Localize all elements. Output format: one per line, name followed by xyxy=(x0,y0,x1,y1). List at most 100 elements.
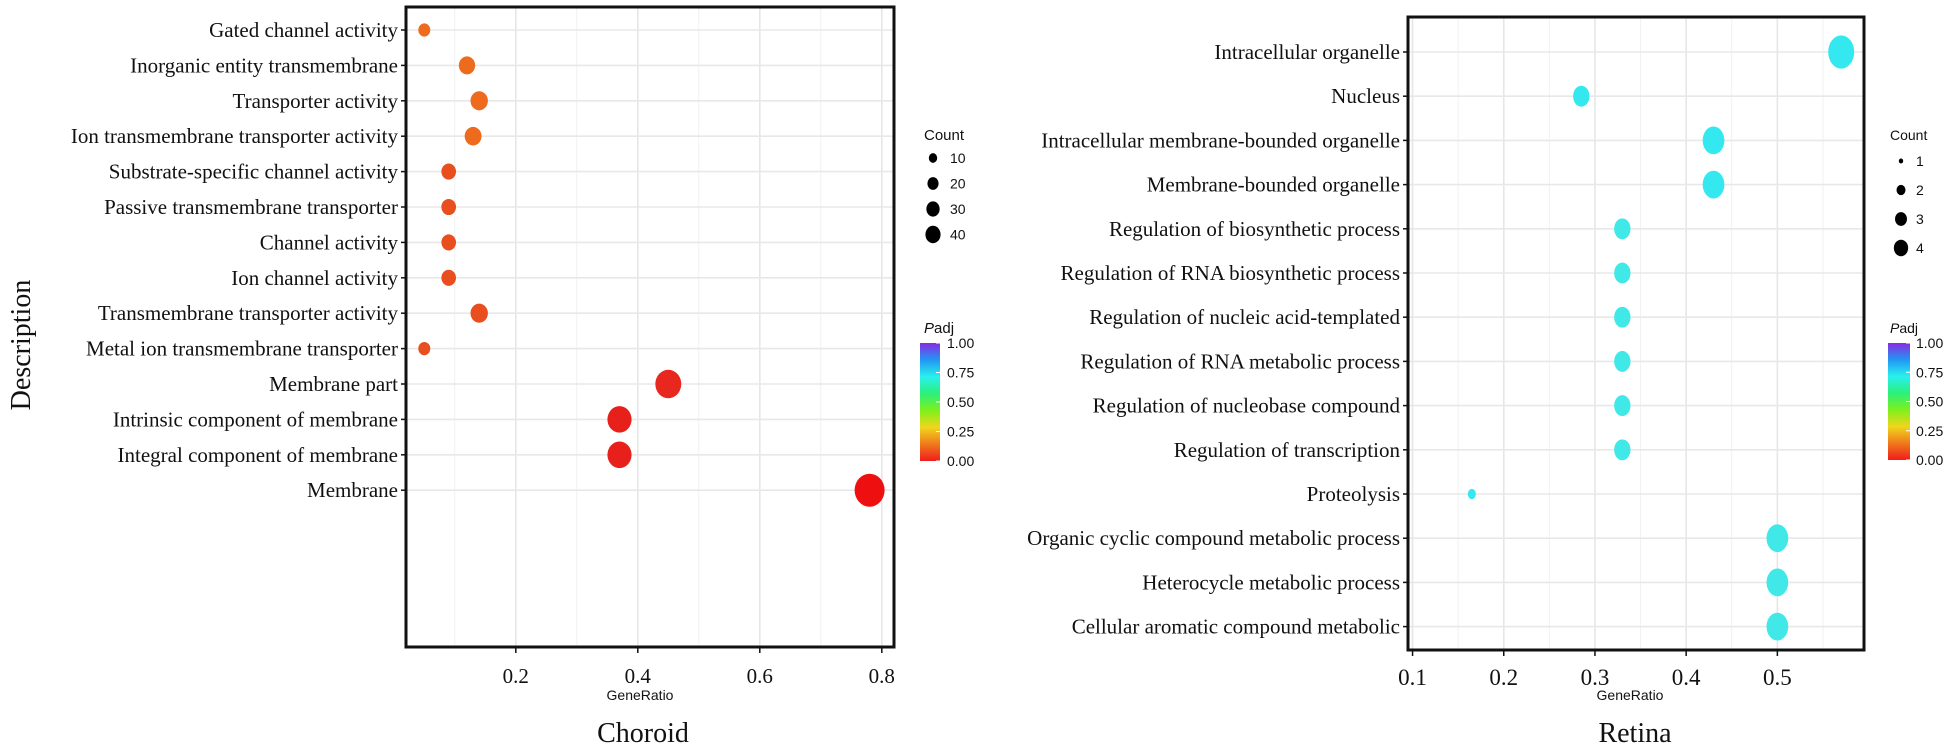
choroid-padj-legend-label: 0.00 xyxy=(947,453,974,469)
choroid-category-label: Ion transmembrane transporter activity xyxy=(71,124,399,148)
retina-dots xyxy=(1467,35,1855,641)
retina-category-labels: Intracellular organelle Nucleus Intracellu… xyxy=(1027,40,1408,639)
retina-category-label: Intracellular membrane-bounded organelle xyxy=(1041,128,1400,152)
choroid-category-label: Membrane part xyxy=(269,372,398,396)
retina-category-label: Regulation of nucleobase compound xyxy=(1093,394,1401,418)
retina-padj-colorbar xyxy=(1888,343,1910,460)
retina-count-legend-label: 3 xyxy=(1916,211,1924,227)
retina-dot xyxy=(1614,395,1631,417)
choroid-x-ticks: 0.2 0.4 0.6 0.8 xyxy=(503,647,895,688)
retina-dot xyxy=(1614,262,1631,284)
choroid-category-label: Substrate-specific channel activity xyxy=(109,160,399,184)
retina-dot xyxy=(1702,170,1725,199)
retina-dot xyxy=(1766,612,1789,641)
choroid-dot xyxy=(441,234,457,251)
retina-count-legend-label: 1 xyxy=(1916,153,1924,169)
retina-dot xyxy=(1614,439,1631,461)
retina-count-legend-dot xyxy=(1893,239,1909,257)
retina-plot-background xyxy=(1408,17,1864,650)
retina-dot xyxy=(1766,524,1789,553)
retina-padj-legend-title: Padj xyxy=(1890,320,1918,336)
choroid-dots xyxy=(418,23,885,507)
choroid-dot xyxy=(418,23,431,37)
choroid-dot xyxy=(464,126,482,146)
choroid-dot xyxy=(854,473,885,507)
retina-padj-legend: Padj 1.00 0.75 0.50 0.25 0.00 xyxy=(1888,320,1943,468)
choroid-dot xyxy=(655,369,682,399)
retina-count-legend-label: 4 xyxy=(1916,240,1924,256)
retina-x-tick-label: 0.2 xyxy=(1489,665,1518,690)
retina-count-legend: Count 1 2 3 4 xyxy=(1890,127,1927,257)
retina-panel-title: Retina xyxy=(1598,718,1672,749)
choroid-dot xyxy=(458,56,476,75)
choroid-dot xyxy=(441,198,457,216)
choroid-padj-legend-label: 0.75 xyxy=(947,365,974,381)
retina-dot xyxy=(1828,35,1855,69)
choroid-category-label: Ion channel activity xyxy=(231,266,398,290)
choroid-padj-legend-label: 0.50 xyxy=(947,394,974,410)
choroid-count-legend-dot xyxy=(927,177,939,190)
choroid-padj-legend: Padj 1.00 0.75 0.50 0.25 0.00 xyxy=(920,320,974,469)
choroid-category-label: Metal ion transmembrane transporter xyxy=(86,337,398,361)
choroid-count-legend-dot xyxy=(928,153,938,163)
retina-count-legend-label: 2 xyxy=(1916,182,1924,198)
retina-padj-legend-label: 0.00 xyxy=(1916,452,1943,468)
retina-dot xyxy=(1766,568,1789,597)
choroid-category-label: Gated channel activity xyxy=(209,18,398,42)
choroid-panel: Gated channel activity Inorganic entity t… xyxy=(6,5,974,749)
choroid-dot xyxy=(418,342,431,356)
retina-dot xyxy=(1614,350,1631,372)
retina-category-label: Membrane-bounded organelle xyxy=(1147,173,1400,197)
retina-dot xyxy=(1467,488,1476,500)
choroid-padj-legend-label: 1.00 xyxy=(947,335,974,351)
choroid-plot-background xyxy=(406,7,894,647)
choroid-gridlines xyxy=(406,7,894,647)
retina-dot xyxy=(1614,218,1631,240)
choroid-dot xyxy=(470,303,488,323)
choroid-category-label: Transmembrane transporter activity xyxy=(98,301,399,325)
choroid-category-label: Membrane xyxy=(307,478,398,502)
choroid-dot xyxy=(470,91,488,111)
retina-padj-legend-label: 0.25 xyxy=(1916,423,1943,439)
retina-category-label: Organic cyclic compound metabolic proces… xyxy=(1027,526,1400,550)
choroid-count-legend-dot xyxy=(926,201,940,217)
choroid-padj-title-italic: P xyxy=(924,320,934,337)
choroid-padj-legend-title: Padj xyxy=(924,320,954,337)
retina-category-label: Proteolysis xyxy=(1307,482,1400,506)
retina-padj-legend-label: 0.50 xyxy=(1916,394,1943,410)
choroid-count-legend-title: Count xyxy=(924,127,965,144)
retina-category-label: Intracellular organelle xyxy=(1214,40,1400,64)
choroid-category-label: Inorganic entity transmembrane xyxy=(130,53,398,77)
choroid-category-label: Intrinsic component of membrane xyxy=(113,407,398,431)
retina-count-legend-dot xyxy=(1896,184,1906,196)
retina-category-label: Heterocycle metabolic process xyxy=(1142,570,1400,594)
retina-x-tick-label: 0.1 xyxy=(1398,665,1427,690)
retina-count-legend-dot xyxy=(1898,158,1904,164)
retina-category-label: Regulation of transcription xyxy=(1174,438,1401,462)
retina-category-label: Regulation of RNA biosynthetic process xyxy=(1061,261,1400,285)
choroid-dot xyxy=(607,441,632,469)
choroid-x-tick-label: 0.8 xyxy=(869,664,895,688)
choroid-dot xyxy=(441,269,457,286)
choroid-plot-frame xyxy=(404,5,896,649)
choroid-dot xyxy=(607,406,632,433)
choroid-x-tick-label: 0.6 xyxy=(747,664,773,688)
retina-dot xyxy=(1702,126,1725,155)
choroid-count-legend-label: 40 xyxy=(950,227,966,243)
choroid-category-label: Channel activity xyxy=(260,230,399,254)
retina-category-label: Nucleus xyxy=(1331,84,1400,108)
choroid-category-label: Transporter activity xyxy=(233,89,399,113)
retina-padj-legend-label: 1.00 xyxy=(1916,335,1943,351)
retina-category-label: Cellular aromatic compound metabolic xyxy=(1072,615,1400,639)
retina-x-ticks: 0.1 0.2 0.3 0.4 0.5 xyxy=(1398,650,1792,690)
choroid-padj-title-rest: adj xyxy=(934,320,954,337)
retina-panel: Intracellular organelle Nucleus Intracellu… xyxy=(1027,15,1943,749)
choroid-x-axis-title: GeneRatio xyxy=(607,687,674,703)
choroid-count-legend-dot xyxy=(925,225,941,244)
choroid-count-legend-label: 20 xyxy=(950,176,966,192)
retina-x-tick-label: 0.5 xyxy=(1763,665,1792,690)
retina-padj-title-rest: adj xyxy=(1899,320,1918,336)
retina-padj-legend-label: 0.75 xyxy=(1916,364,1943,380)
